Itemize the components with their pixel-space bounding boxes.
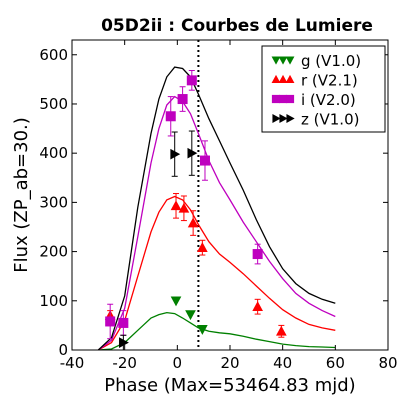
legend-label-3: z (V1.0) [301,111,359,129]
data-point-2-5 [199,155,210,166]
data-point-0-0 [170,296,182,307]
x-tick-label-6: 80 [378,354,397,372]
legend-marker-3-1 [279,114,288,123]
x-tick-label-1: -20 [112,354,137,372]
legend-marker-3-2 [286,114,295,123]
data-point-1-2 [178,202,190,213]
legend-marker-1-1 [278,74,288,84]
model-curve-0 [98,311,336,350]
data-point-1-6 [276,325,287,336]
data-point-1-3 [187,217,199,228]
data-point-2-3 [177,94,188,105]
x-tick-label-2: 0 [173,354,183,372]
legend-marker-2-0 [271,94,281,104]
data-point-2-2 [165,111,176,122]
chart-title: 05D2ii : Courbes de Lumiere [101,16,373,36]
y-tick-label-6: 600 [39,46,68,64]
x-tick-label-0: -40 [60,354,85,372]
legend-marker-0-0 [271,56,281,65]
legend-marker-1-0 [271,74,281,84]
plot-content [97,40,336,350]
y-tick-label-3: 300 [39,193,68,211]
x-axis-label: Phase (Max=53464.83 mjd) [104,375,355,396]
legend-label-0: g (V1.0) [301,52,361,70]
y-tick-label-0: 0 [58,341,68,359]
data-point-2-1 [118,317,129,328]
y-tick-label-1: 100 [39,292,68,310]
data-point-1-4 [197,242,208,252]
data-point-0-2 [197,325,208,335]
legend-marker-2-1 [278,94,288,104]
legend-marker-1-2 [285,74,295,84]
x-tick-label-3: 20 [220,354,239,372]
axis-ticks: -40 -20 0 20 40 60 80 0 100 200 300 400 500 600 [39,40,398,372]
y-tick-label-5: 500 [39,95,68,113]
y-tick-label-2: 200 [39,243,68,261]
legend-marker-2-2 [285,94,295,104]
y-tick-label-4: 400 [39,144,68,162]
legend-label-2: i (V2.0) [301,91,356,109]
legend-marker-3-0 [272,114,281,123]
data-point-3-1 [170,148,181,160]
data-point-3-2 [187,147,198,159]
y-axis-label: Flux (ZP_ab=30.) [11,117,32,273]
data-point-2-6 [252,249,263,260]
legend-marker-0-2 [285,56,295,65]
legend-label-1: r (V2.1) [301,72,358,90]
data-point-1-1 [170,200,182,211]
model-curve-2 [97,95,336,350]
model-curve-3 [97,66,336,350]
plot-area [97,40,336,350]
data-point-2-0 [105,316,116,327]
data-point-2-4 [186,75,197,86]
legend: g (V1.0) r (V2.1)i (V2.0) z (V1.0) [261,45,386,133]
model-curve-1 [97,195,336,350]
data-point-3-0 [119,337,129,348]
data-point-1-5 [252,301,263,312]
data-point-0-1 [185,310,196,321]
legend-marker-0-1 [278,56,288,65]
x-tick-label-5: 60 [326,354,345,372]
x-tick-label-4: 40 [273,354,292,372]
